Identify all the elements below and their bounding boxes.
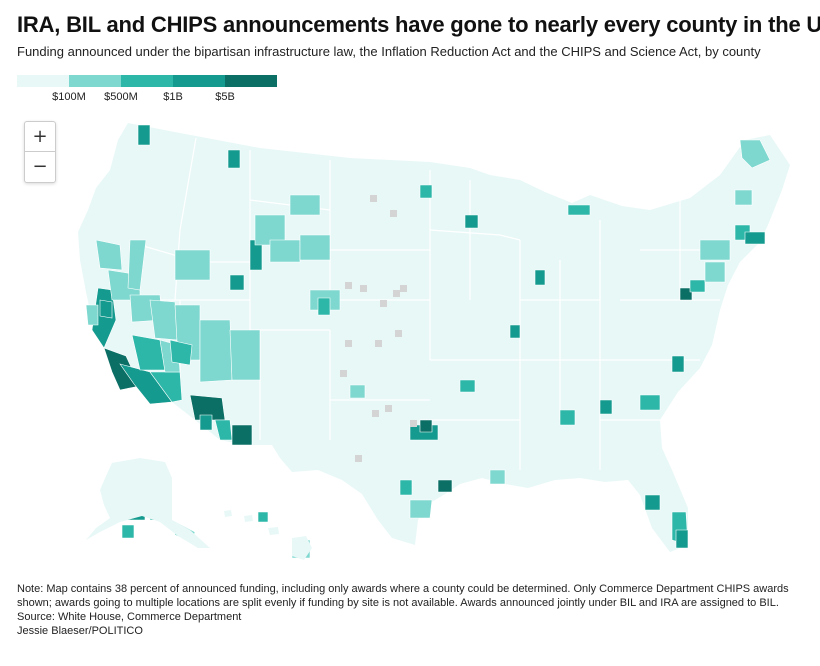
county-patch[interactable] [644, 494, 661, 511]
county-patch[interactable] [409, 499, 433, 519]
legend-swatch-bin-4 [173, 75, 225, 87]
state-border-line [429, 229, 501, 236]
credit-text: Jessie Blaeser/POLITICO [17, 625, 143, 637]
state-border-line [179, 137, 197, 231]
county-patch[interactable] [464, 214, 479, 229]
county-patch[interactable] [671, 355, 685, 373]
county-patch[interactable] [289, 194, 321, 216]
county-patch[interactable] [559, 409, 576, 426]
state-borders [139, 137, 720, 470]
county-no-data [375, 340, 382, 347]
state-border-line [499, 234, 521, 241]
county-patch[interactable] [567, 204, 591, 216]
county-patch[interactable] [349, 384, 366, 399]
county-patch[interactable] [119, 363, 173, 405]
county-patch[interactable] [699, 239, 731, 261]
county-patch[interactable] [229, 329, 261, 381]
county-no-data [410, 420, 417, 427]
county-patch[interactable] [489, 469, 506, 485]
hawaii-maui [268, 527, 279, 535]
zoom-out-button[interactable]: − [25, 151, 55, 181]
county-patch[interactable] [704, 261, 726, 283]
legend-label-500m: $500M [104, 91, 138, 103]
hawaii-kauai [224, 510, 232, 517]
county-patch[interactable] [679, 287, 693, 301]
county-patch[interactable] [257, 511, 269, 523]
county-patch[interactable] [231, 424, 253, 446]
legend-swatch-bin-2 [69, 75, 121, 87]
county-patch[interactable] [399, 479, 413, 496]
county-patch[interactable] [744, 231, 766, 245]
county-no-data [355, 455, 362, 462]
chart-subtitle: Funding announced under the bipartisan i… [17, 44, 761, 59]
zoom-in-button[interactable]: + [32, 126, 48, 147]
county-no-data [385, 405, 392, 412]
county-no-data [340, 370, 347, 377]
county-patch[interactable] [689, 279, 706, 293]
county-patch[interactable] [419, 419, 433, 433]
chart-notes: Note: Map contains 38 percent of announc… [17, 582, 807, 638]
county-no-data [380, 300, 387, 307]
legend-label-1b: $1B [163, 91, 183, 103]
county-no-data [395, 330, 402, 337]
county-patch[interactable] [227, 149, 241, 169]
county-no-data [345, 340, 352, 347]
hawaii [224, 510, 312, 560]
county-no-data [372, 410, 379, 417]
alaska [86, 458, 210, 548]
county-patch[interactable] [739, 139, 771, 169]
legend-swatch-bin-1 [17, 75, 69, 87]
county-patch[interactable] [121, 524, 135, 539]
zoom-control: + − [24, 121, 56, 183]
county-patch[interactable] [509, 324, 521, 339]
county-patch[interactable] [419, 184, 433, 199]
county-patch[interactable] [299, 234, 331, 261]
county-no-data [360, 285, 367, 292]
county-patch[interactable] [534, 269, 546, 286]
county-patch[interactable] [437, 479, 453, 493]
county-patch[interactable] [199, 414, 213, 431]
county-patch[interactable] [734, 189, 753, 206]
county-no-data [390, 210, 397, 217]
county-no-data [393, 290, 400, 297]
county-patch[interactable] [639, 394, 661, 411]
hawaii-oahu [244, 515, 253, 522]
county-patch[interactable] [459, 379, 476, 393]
legend-swatch-bin-3 [121, 75, 173, 87]
us-county-funding-map[interactable] [0, 110, 820, 575]
alaska-outline [86, 458, 210, 548]
county-patch[interactable] [174, 249, 211, 281]
county-patch[interactable] [99, 299, 113, 319]
legend-label-5b: $5B [215, 91, 235, 103]
county-patch[interactable] [317, 297, 331, 316]
county-patch[interactable] [149, 299, 179, 341]
county-patch[interactable] [269, 239, 301, 263]
county-patch[interactable] [199, 319, 233, 383]
county-no-data [400, 285, 407, 292]
county-patch[interactable] [675, 529, 689, 549]
county-patch[interactable] [599, 399, 613, 415]
county-patch[interactable] [85, 304, 99, 326]
source-text: Source: White House, Commerce Department [17, 611, 242, 623]
note-text: Note: Map contains 38 percent of announc… [17, 583, 789, 609]
county-no-data [370, 195, 377, 202]
legend-label-100m: $100M [52, 91, 86, 103]
county-patch[interactable] [127, 239, 147, 291]
county-patch[interactable] [137, 124, 151, 146]
county-patch[interactable] [95, 239, 123, 271]
hawaii-big-island [292, 536, 312, 560]
county-no-data [345, 282, 352, 289]
county-patch[interactable] [169, 339, 193, 366]
chart-title: IRA, BIL and CHIPS announcements have go… [17, 12, 820, 37]
legend-swatch-bin-5 [225, 75, 277, 87]
county-patch[interactable] [229, 274, 245, 291]
